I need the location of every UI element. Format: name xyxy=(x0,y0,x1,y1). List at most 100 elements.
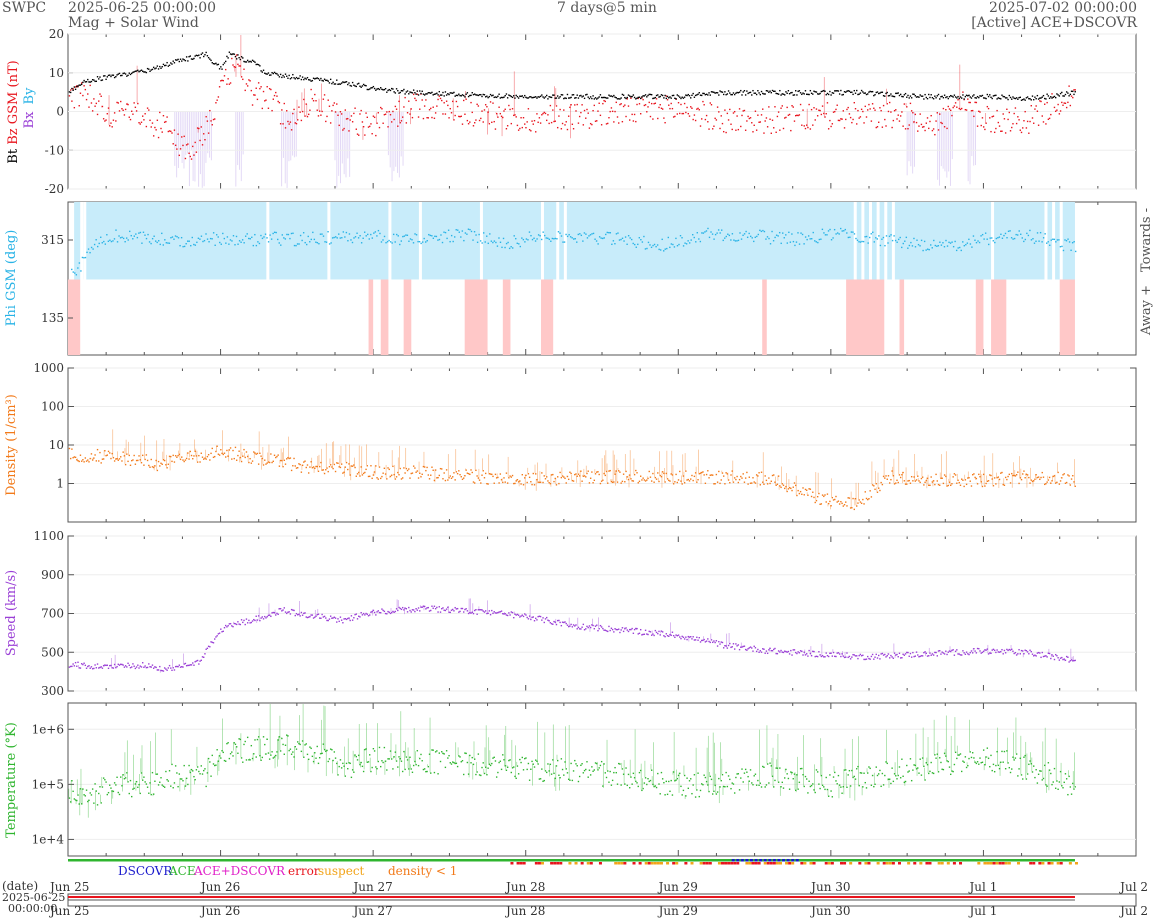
density-point xyxy=(715,473,718,476)
speed-point xyxy=(681,635,683,638)
bt-point xyxy=(433,93,436,95)
density-point xyxy=(412,465,415,467)
phi-point xyxy=(98,242,100,245)
bz-point xyxy=(393,118,395,121)
bt-point xyxy=(172,60,174,62)
bt-point xyxy=(105,78,107,81)
bt-point xyxy=(985,97,987,100)
speed-point xyxy=(531,616,533,619)
density-point xyxy=(183,460,185,463)
bz-point xyxy=(162,114,165,117)
bz-point xyxy=(923,125,925,128)
density-point xyxy=(362,472,365,475)
density-point xyxy=(726,473,729,475)
bt-point xyxy=(198,54,200,56)
density-point xyxy=(80,460,83,462)
speed-point xyxy=(865,658,868,660)
speed-point xyxy=(277,613,279,616)
bt-point xyxy=(214,63,216,65)
phi-point xyxy=(319,233,322,235)
bz-point xyxy=(443,102,445,104)
bt-point xyxy=(995,94,997,97)
density-point xyxy=(666,478,669,480)
phi-point xyxy=(673,246,676,248)
phi-point xyxy=(992,240,994,242)
speed-point xyxy=(567,625,570,628)
speed-point xyxy=(121,663,123,666)
bt-point xyxy=(154,68,156,70)
bt-point xyxy=(758,92,760,94)
bz-point xyxy=(93,98,95,100)
speed-point xyxy=(340,619,343,621)
bt-point xyxy=(1012,96,1014,98)
bt-point xyxy=(548,96,550,98)
bt-point xyxy=(381,88,383,91)
density-point xyxy=(312,466,315,468)
density-point xyxy=(1056,481,1058,484)
density-point xyxy=(306,464,309,466)
speed-point xyxy=(830,652,832,654)
speed-point xyxy=(378,611,381,614)
phi-point xyxy=(1067,238,1069,240)
bz-point xyxy=(880,109,882,112)
density-point xyxy=(962,479,964,481)
density-point xyxy=(1068,475,1070,477)
phi-point xyxy=(1027,234,1030,237)
phi-point xyxy=(811,238,813,240)
bz-point xyxy=(552,109,554,111)
speed-point xyxy=(1011,648,1013,651)
bt-point xyxy=(294,78,296,80)
density-point xyxy=(390,474,393,476)
bz-point xyxy=(585,117,587,119)
speed-point xyxy=(733,648,736,650)
speed-y-tick-label: 500 xyxy=(41,645,64,659)
bt-point xyxy=(1026,96,1029,98)
speed-point xyxy=(854,655,857,657)
speed-point xyxy=(353,617,355,619)
phi-point xyxy=(220,243,222,245)
bz-point xyxy=(633,113,636,116)
density-point xyxy=(836,501,838,503)
bt-point xyxy=(1015,97,1018,99)
bt-point xyxy=(731,93,733,96)
bt-point xyxy=(259,65,261,67)
bt-point xyxy=(481,95,483,98)
density-point xyxy=(631,480,633,482)
speed-point xyxy=(412,609,415,611)
bz-point xyxy=(499,112,502,115)
phi-point xyxy=(490,240,493,242)
density-point xyxy=(668,479,670,482)
speed-point xyxy=(607,630,609,633)
bt-point xyxy=(354,85,356,87)
temperature-point xyxy=(78,803,80,805)
bz-point xyxy=(851,121,853,124)
bz-point xyxy=(1030,105,1032,107)
phi-point xyxy=(957,247,959,249)
phi-point xyxy=(586,237,589,239)
phi-point xyxy=(101,242,103,244)
density-point xyxy=(550,474,553,476)
density-point xyxy=(629,474,631,476)
bz-point xyxy=(779,129,781,131)
bz-point xyxy=(792,106,794,108)
bz-point xyxy=(283,102,285,105)
bt-point xyxy=(181,60,183,62)
speed-point xyxy=(134,667,137,670)
phi-point xyxy=(1032,237,1034,240)
bz-point xyxy=(827,128,830,130)
bz-point xyxy=(1041,115,1043,117)
speed-point xyxy=(1014,652,1017,654)
temperature-point xyxy=(139,792,141,795)
density-point xyxy=(707,470,709,472)
speed-point xyxy=(376,611,378,613)
phi-point xyxy=(807,235,810,237)
bz-point xyxy=(432,106,434,108)
speed-point xyxy=(826,654,829,657)
bt-point xyxy=(535,96,537,98)
bt-point xyxy=(693,96,696,98)
speed-point xyxy=(256,619,259,621)
speed-point xyxy=(445,608,448,610)
speed-point xyxy=(742,645,744,648)
bt-point xyxy=(336,79,338,81)
bt-point xyxy=(472,93,475,96)
